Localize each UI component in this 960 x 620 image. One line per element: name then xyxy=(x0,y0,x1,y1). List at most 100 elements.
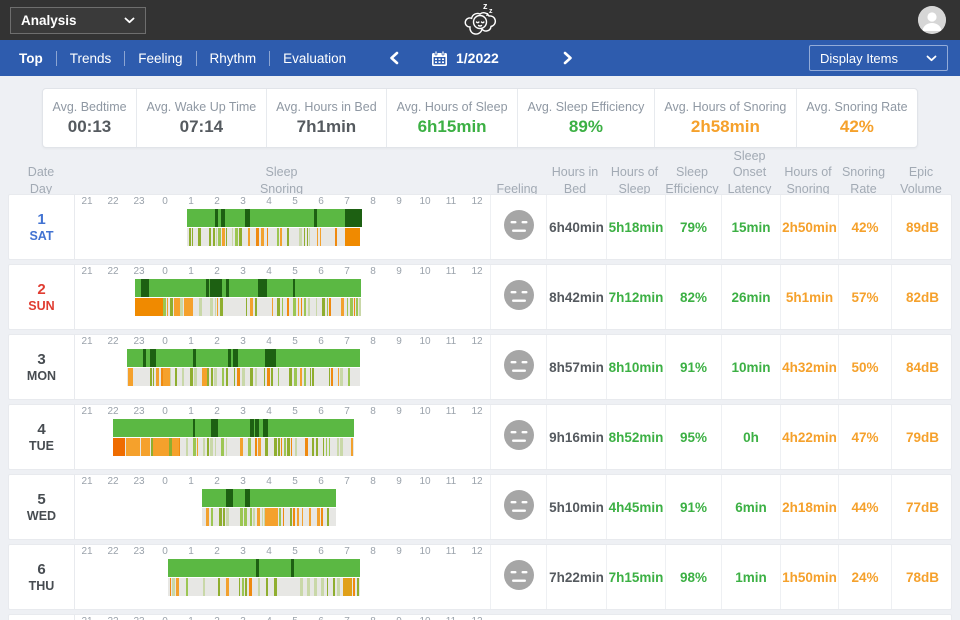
snore-stripe xyxy=(307,578,310,596)
snore-stripe xyxy=(215,298,216,316)
snore-stripe xyxy=(249,578,252,596)
summary-stats-card: Avg. Bedtime00:13Avg. Wake Up Time07:14A… xyxy=(42,88,918,148)
cell-hours-of-sleep: 7h15min xyxy=(606,545,665,609)
snore-stripe xyxy=(321,508,323,526)
snore-stripe xyxy=(294,368,297,386)
day-label: SUN xyxy=(28,299,54,313)
stat-avg-wake-up-time: Avg. Wake Up Time07:14 xyxy=(136,89,266,147)
snore-stripe xyxy=(153,368,154,386)
snore-stripe xyxy=(316,298,317,316)
snore-stripe xyxy=(250,508,252,526)
person-icon xyxy=(918,6,946,34)
cell-sleep-onset-latency: 1min xyxy=(721,545,780,609)
snore-stripe xyxy=(156,368,159,386)
user-avatar[interactable] xyxy=(918,6,946,34)
snore-stripe xyxy=(300,368,302,386)
cell-snoring-rate: 42% xyxy=(838,195,891,259)
date-cell xyxy=(9,615,75,620)
table-row[interactable]: 3MON21222301234567891011128h57min8h10min… xyxy=(8,334,952,400)
feeling-cell xyxy=(490,405,546,469)
chevron-down-icon xyxy=(926,55,937,62)
snore-heavy-block xyxy=(345,228,360,246)
col-header-hours-of-snoring: Hours ofSnoring xyxy=(779,148,837,199)
snore-stripe xyxy=(301,298,302,316)
snore-stripe xyxy=(193,438,196,456)
hour-label: 12 xyxy=(467,406,487,417)
next-month-button[interactable] xyxy=(559,47,577,69)
cell-snoring-rate: 47% xyxy=(838,405,891,469)
cell-snoring-rate: 44% xyxy=(838,475,891,539)
snore-stripe xyxy=(335,228,337,246)
hour-label: 7 xyxy=(337,616,357,620)
tab-feeling[interactable]: Feeling xyxy=(125,40,195,76)
table-row[interactable]: 5WED21222301234567891011125h10min4h45min… xyxy=(8,474,952,540)
snore-stripe xyxy=(214,368,217,386)
snore-stripe xyxy=(255,438,257,456)
deep-sleep-mark xyxy=(215,209,218,227)
hour-label: 1 xyxy=(181,406,201,417)
hour-label: 7 xyxy=(337,476,357,487)
hour-label: 12 xyxy=(467,336,487,347)
snore-stripe xyxy=(253,508,255,526)
snore-stripe xyxy=(337,578,340,596)
tab-top[interactable]: Top xyxy=(6,40,56,76)
snore-stripe xyxy=(356,298,358,316)
hour-label: 4 xyxy=(259,196,279,207)
snore-stripe xyxy=(217,298,218,316)
snore-stripe xyxy=(210,298,213,316)
snore-stripe xyxy=(320,228,321,246)
table-row[interactable]: 1SAT21222301234567891011126h40min5h18min… xyxy=(8,194,952,260)
tab-evaluation[interactable]: Evaluation xyxy=(270,40,359,76)
hour-label: 5 xyxy=(285,406,305,417)
snore-stripe xyxy=(220,298,223,316)
hour-label: 4 xyxy=(259,266,279,277)
display-items-dropdown[interactable]: Display Items xyxy=(809,45,948,71)
cell-epic-volume: 89dB xyxy=(891,195,953,259)
cell-hours-of-sleep: 7h12min xyxy=(606,265,665,329)
hour-label: 12 xyxy=(467,616,487,620)
day-label: WED xyxy=(27,509,56,523)
snore-stripe xyxy=(326,438,327,456)
hour-label: 6 xyxy=(311,616,331,620)
feeling-emoji-neutral xyxy=(504,420,534,455)
deep-sleep-mark xyxy=(226,279,229,297)
hour-label: 3 xyxy=(233,476,253,487)
col-header-sleep-snoring: SleepSnoring xyxy=(74,148,489,199)
snore-stripe xyxy=(242,368,245,386)
hour-label: 0 xyxy=(155,406,175,417)
hour-label: 12 xyxy=(467,546,487,557)
hour-label: 9 xyxy=(389,336,409,347)
table-row[interactable]: 4TUE21222301234567891011129h16min8h52min… xyxy=(8,404,952,470)
analysis-dropdown[interactable]: Analysis xyxy=(10,7,146,34)
snore-stripe xyxy=(258,578,260,596)
hour-label: 3 xyxy=(233,266,253,277)
deep-sleep-mark xyxy=(245,489,250,507)
snore-stripe xyxy=(316,438,318,456)
cell-hours-in-bed: 8h42min xyxy=(546,265,606,329)
table-row[interactable]: 2SUN21222301234567891011128h42min7h12min… xyxy=(8,264,952,330)
stat-value: 00:13 xyxy=(68,117,111,137)
snore-stripe xyxy=(298,298,299,316)
tab-trends[interactable]: Trends xyxy=(57,40,125,76)
hour-label: 11 xyxy=(441,406,461,417)
prev-month-button[interactable] xyxy=(385,47,403,69)
deep-sleep-mark xyxy=(258,279,267,297)
hour-label: 10 xyxy=(415,336,435,347)
table-row[interactable]: 6THU21222301234567891011127h22min7h15min… xyxy=(8,544,952,610)
snore-stripe xyxy=(274,578,277,596)
snore-stripe xyxy=(239,578,240,596)
cell-epic-volume: 84dB xyxy=(891,335,953,399)
hour-label: 9 xyxy=(389,406,409,417)
snore-stripe xyxy=(234,368,235,386)
snore-heavy-block xyxy=(184,298,193,316)
snore-stripe xyxy=(280,228,282,246)
tab-rhythm[interactable]: Rhythm xyxy=(197,40,270,76)
snore-stripe xyxy=(277,228,279,246)
feeling-emoji-neutral xyxy=(504,210,534,245)
cell-hours-of-sleep: 8h52min xyxy=(606,405,665,469)
hour-label: 21 xyxy=(77,336,97,347)
snore-stripe xyxy=(226,508,229,526)
chevron-down-icon xyxy=(124,17,135,24)
stat-value: 6h15min xyxy=(418,117,487,137)
snore-stripe xyxy=(287,438,290,456)
